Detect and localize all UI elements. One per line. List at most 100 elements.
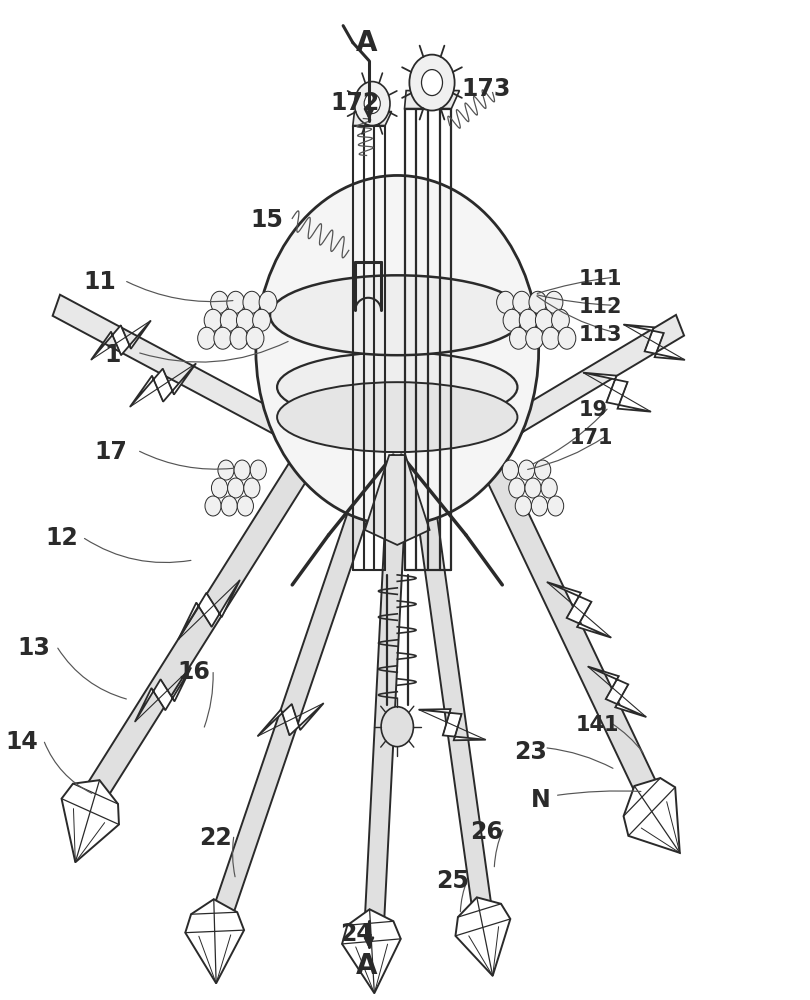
Circle shape [502, 460, 518, 480]
Circle shape [221, 496, 237, 516]
Circle shape [409, 55, 454, 111]
Text: 13: 13 [17, 636, 50, 660]
Circle shape [259, 291, 277, 313]
Polygon shape [484, 315, 684, 450]
Polygon shape [135, 668, 191, 722]
Circle shape [228, 478, 244, 498]
Circle shape [234, 460, 250, 480]
Circle shape [558, 327, 576, 349]
Circle shape [244, 478, 260, 498]
Text: 17: 17 [94, 440, 127, 464]
Circle shape [542, 327, 560, 349]
Circle shape [246, 327, 264, 349]
Text: A: A [356, 952, 377, 980]
Polygon shape [455, 897, 510, 976]
Polygon shape [92, 321, 151, 360]
Circle shape [237, 496, 254, 516]
Ellipse shape [277, 352, 518, 422]
Polygon shape [412, 473, 492, 911]
Circle shape [541, 478, 557, 498]
Text: 172: 172 [330, 91, 380, 115]
Circle shape [535, 309, 553, 331]
Circle shape [545, 291, 563, 313]
Ellipse shape [270, 275, 525, 355]
Circle shape [518, 460, 535, 480]
Text: N: N [531, 788, 551, 812]
Polygon shape [624, 325, 684, 360]
Ellipse shape [277, 382, 518, 452]
Circle shape [364, 94, 380, 114]
Polygon shape [583, 373, 651, 412]
Circle shape [513, 291, 531, 313]
Polygon shape [178, 580, 240, 640]
Circle shape [230, 327, 248, 349]
Circle shape [355, 82, 390, 126]
Circle shape [253, 309, 271, 331]
Circle shape [256, 175, 539, 525]
Circle shape [220, 309, 238, 331]
Text: 14: 14 [5, 730, 38, 754]
Polygon shape [185, 899, 244, 983]
Circle shape [243, 291, 261, 313]
Circle shape [515, 496, 531, 516]
Polygon shape [478, 448, 658, 799]
Text: 25: 25 [436, 869, 469, 893]
Circle shape [198, 327, 215, 349]
Polygon shape [419, 709, 486, 740]
Circle shape [525, 478, 541, 498]
Text: 19: 19 [579, 400, 608, 420]
Text: 111: 111 [579, 269, 623, 289]
Circle shape [211, 291, 228, 313]
Circle shape [205, 496, 221, 516]
Text: 11: 11 [83, 270, 117, 294]
Text: 15: 15 [250, 208, 283, 232]
Polygon shape [342, 909, 401, 993]
Polygon shape [258, 703, 323, 736]
Polygon shape [547, 582, 611, 638]
Circle shape [214, 327, 232, 349]
Text: 171: 171 [569, 428, 613, 448]
Polygon shape [588, 667, 646, 717]
Circle shape [509, 478, 525, 498]
Circle shape [421, 70, 442, 96]
Polygon shape [87, 446, 318, 800]
Circle shape [227, 291, 245, 313]
Circle shape [548, 496, 564, 516]
Text: 23: 23 [514, 740, 547, 764]
Circle shape [250, 460, 266, 480]
Circle shape [503, 309, 521, 331]
Circle shape [204, 309, 222, 331]
Polygon shape [212, 470, 381, 922]
Text: 113: 113 [579, 325, 623, 345]
Text: 12: 12 [45, 526, 79, 550]
Polygon shape [53, 295, 312, 451]
Text: 1: 1 [104, 343, 121, 367]
Circle shape [552, 309, 569, 331]
Circle shape [218, 460, 234, 480]
Text: 112: 112 [579, 297, 623, 317]
Polygon shape [62, 780, 119, 862]
Circle shape [211, 478, 228, 498]
Circle shape [381, 707, 413, 747]
Circle shape [509, 327, 527, 349]
Text: 22: 22 [199, 826, 232, 850]
Circle shape [535, 460, 551, 480]
Polygon shape [624, 778, 680, 853]
Polygon shape [404, 91, 459, 109]
Circle shape [531, 496, 548, 516]
Polygon shape [365, 455, 429, 545]
Text: 141: 141 [576, 715, 620, 735]
Text: 16: 16 [177, 660, 210, 684]
Circle shape [519, 309, 537, 331]
Circle shape [526, 327, 544, 349]
Circle shape [237, 309, 254, 331]
Polygon shape [130, 364, 196, 407]
Text: A: A [356, 29, 377, 57]
Polygon shape [353, 112, 391, 126]
Text: 24: 24 [340, 922, 373, 946]
Circle shape [529, 291, 547, 313]
Text: 26: 26 [470, 820, 502, 844]
Text: 173: 173 [462, 77, 511, 101]
Circle shape [497, 291, 514, 313]
Polygon shape [365, 474, 407, 918]
